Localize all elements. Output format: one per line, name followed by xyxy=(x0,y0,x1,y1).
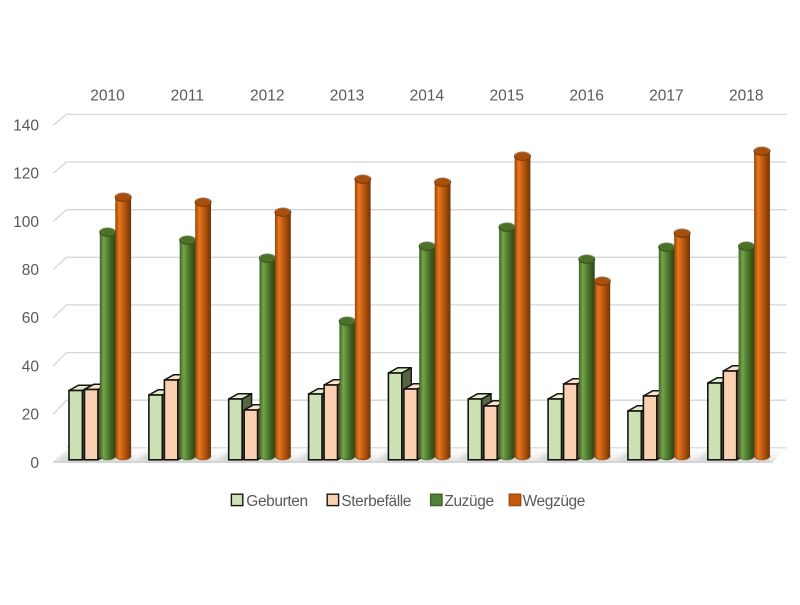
svg-text:2012: 2012 xyxy=(250,87,284,104)
svg-text:2013: 2013 xyxy=(330,87,364,104)
svg-text:40: 40 xyxy=(22,358,40,375)
svg-text:Geburten: Geburten xyxy=(246,493,307,510)
svg-text:Wegzüge: Wegzüge xyxy=(523,493,585,510)
svg-text:120: 120 xyxy=(13,166,39,183)
svg-text:0: 0 xyxy=(30,455,39,472)
svg-text:2010: 2010 xyxy=(90,87,125,104)
svg-text:2016: 2016 xyxy=(569,87,603,104)
svg-text:2017: 2017 xyxy=(649,87,683,104)
svg-text:Sterbefälle: Sterbefälle xyxy=(341,493,411,510)
svg-text:80: 80 xyxy=(22,262,40,279)
svg-text:140: 140 xyxy=(13,118,39,135)
svg-text:2018: 2018 xyxy=(729,87,763,104)
svg-text:100: 100 xyxy=(13,214,39,231)
svg-text:60: 60 xyxy=(22,310,40,327)
svg-text:2015: 2015 xyxy=(490,87,524,104)
svg-text:2014: 2014 xyxy=(410,87,445,104)
svg-text:20: 20 xyxy=(22,407,40,424)
svg-text:2011: 2011 xyxy=(171,87,204,104)
svg-text:Zuzüge: Zuzüge xyxy=(444,493,493,510)
